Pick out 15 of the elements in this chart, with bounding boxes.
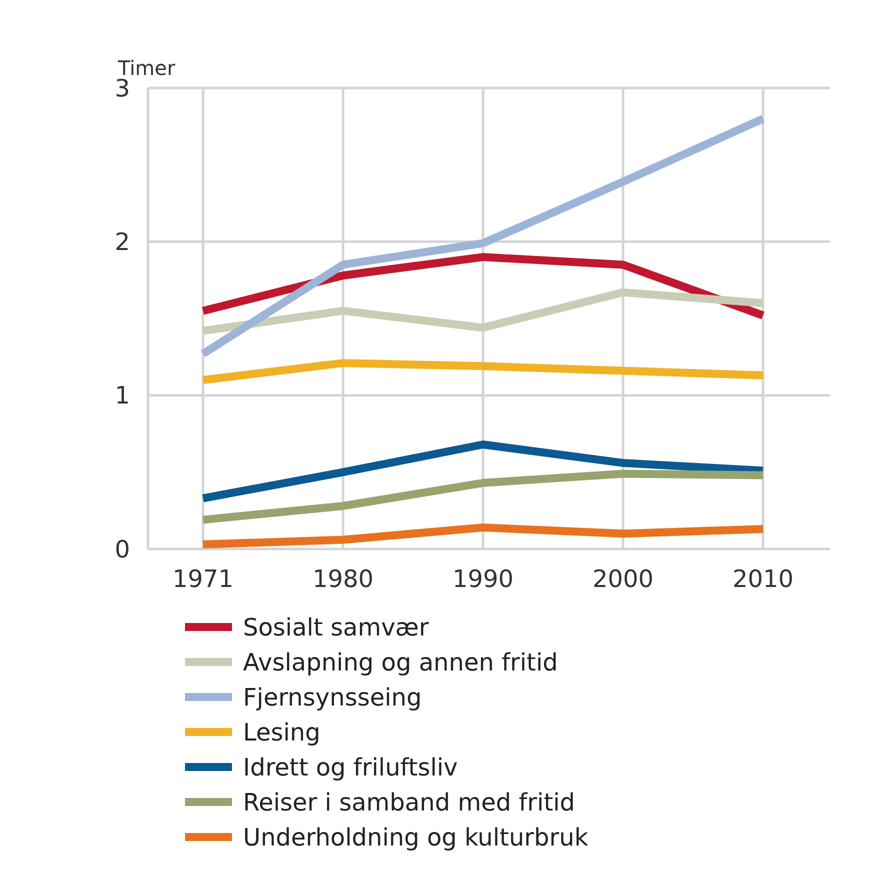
x-tick-label: 1980 <box>312 565 374 593</box>
y-tick-label: 1 <box>114 382 130 410</box>
legend-label: Idrett og friluftsliv <box>243 753 458 782</box>
y-tick-label: 0 <box>114 535 130 564</box>
legend-label: Underholdning og kulturbruk <box>243 823 588 852</box>
legend-label: Avslapning og annen fritid <box>243 648 558 676</box>
legend-label: Fjernsynsseing <box>243 683 422 712</box>
legend-label: Lesing <box>243 718 320 746</box>
legend-label: Reiser i samband med fritid <box>243 788 576 816</box>
x-tick-label: 2010 <box>732 565 794 593</box>
x-tick-label: 1990 <box>452 565 514 593</box>
x-tick-label: 2000 <box>592 565 654 593</box>
x-tick-label: 1971 <box>172 565 234 593</box>
legend-label: Sosialt samvær <box>243 613 429 642</box>
y-tick-label: 2 <box>114 228 130 256</box>
